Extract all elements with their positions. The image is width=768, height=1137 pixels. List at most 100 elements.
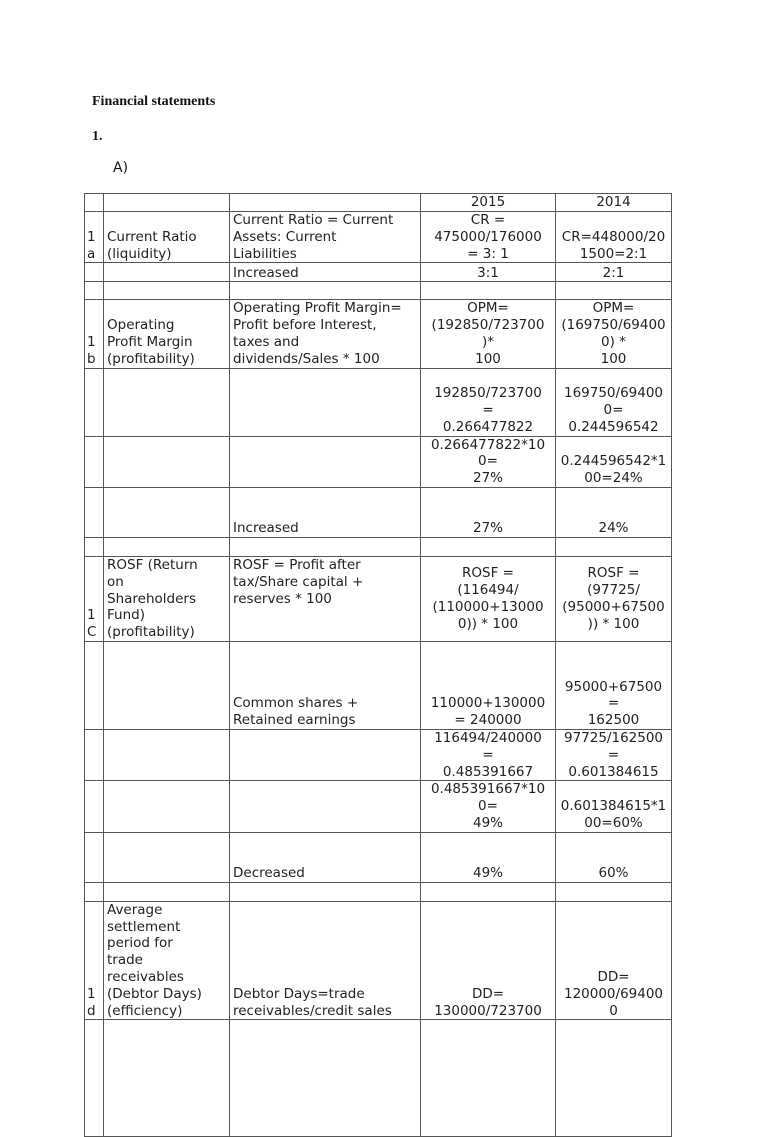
table-row: 1 d Average settlement period for trade r… [84,900,672,1021]
ratio-name-cell [103,640,230,730]
value-2014-cell: 60% [555,831,672,883]
value-2014-cell: DD= 120000/69400 0 [555,900,672,1021]
ratio-name-cell [103,486,230,538]
ratio-name-cell [103,780,230,833]
formula-cell: ROSF = Profit after tax/Share capital + … [229,555,421,642]
table-row [84,881,672,902]
formula-cell: Debtor Days=trade receivables/credit sal… [229,900,421,1021]
ratio-name-cell: Current Ratio (liquidity) [103,210,230,264]
ratio-name-cell [103,728,230,782]
ratio-name-cell [103,536,230,557]
value-2015-cell: 0.266477822*10 0= 27% [420,435,556,488]
value-2015-cell [420,281,556,301]
table-row: 1 b Operating Profit Margin (profitabilit… [84,299,672,369]
item-number-cell [84,281,104,301]
ratio-name-cell [103,262,230,283]
table-row: 0.266477822*10 0= 27% 0.244596542*1 00=24… [84,435,672,488]
value-2014-cell: 97725/162500 = 0.601384615 [555,728,672,782]
value-2014-cell [555,1019,672,1137]
formula-cell: Common shares + Retained earnings [229,640,421,730]
table-row: 192850/723700 = 0.266477822 169750/69400 … [84,367,672,437]
table-row: 1 C ROSF (Return on Shareholders Fund) (p… [84,555,672,642]
value-2014-cell: 2:1 [555,262,672,283]
item-number-cell [84,1019,104,1137]
formula-cell: Increased [229,486,421,538]
formula-cell [229,281,421,301]
value-2014-cell: ROSF = (97725/ (95000+67500 )) * 100 [555,555,672,642]
table-row: 116494/240000 = 0.485391667 97725/162500 … [84,728,672,782]
item-number-cell [84,486,104,538]
value-2014-cell [555,536,672,557]
value-2014-cell: 0.601384615*1 00=60% [555,780,672,833]
value-2015-cell [420,881,556,902]
ratio-table: 2015 2014 1 a Current Ratio (liquidity) Curr… [84,193,672,1137]
ratio-name-cell [103,1019,230,1137]
value-2015-cell: 3:1 [420,262,556,283]
value-2014-cell: 24% [555,486,672,538]
item-number-cell [84,881,104,902]
value-2014-cell: 0.244596542*1 00=24% [555,435,672,488]
formula-cell [229,536,421,557]
value-2015-cell: 27% [420,486,556,538]
table-row: Common shares + Retained earnings 110000+… [84,640,672,730]
ratio-name-cell: Average settlement period for trade rece… [103,900,230,1021]
table-row: 1 a Current Ratio (liquidity) Current Rati… [84,210,672,264]
ratio-name-cell [103,281,230,301]
table-row: 0.485391667*10 0= 49% 0.601384615*1 00=60… [84,780,672,833]
ratio-name-cell [103,367,230,437]
formula-cell [229,1019,421,1137]
table-row [84,281,672,301]
item-number-cell: 1 d [84,900,104,1021]
table-header-row: 2015 2014 [84,193,672,212]
table-row: Decreased 49% 60% [84,831,672,883]
formula-cell [229,435,421,488]
item-number-cell [84,831,104,883]
value-2015-cell: CR = 475000/176000 = 3: 1 [420,210,556,264]
ratio-name-cell: Operating Profit Margin (profitability) [103,299,230,369]
item-number-cell: 1 C [84,555,104,642]
ratio-name-cell [103,831,230,883]
value-2015-cell: 0.485391667*10 0= 49% [420,780,556,833]
value-2014-cell: 169750/69400 0= 0.244596542 [555,367,672,437]
section-number: 1. [92,129,103,144]
formula-cell [229,881,421,902]
formula-cell [229,728,421,782]
item-number-cell [84,780,104,833]
ratio-name-cell [103,193,230,212]
item-number-cell [84,435,104,488]
formula-cell [229,780,421,833]
table-row [84,1019,672,1137]
item-number-cell [84,367,104,437]
value-2015-cell: 110000+130000 = 240000 [420,640,556,730]
value-2015-cell: DD= 130000/723700 [420,900,556,1021]
subsection-label: A) [113,160,129,176]
value-2015-cell [420,1019,556,1137]
value-2015-cell: 2015 [420,193,556,212]
item-number-cell [84,193,104,212]
value-2015-cell: 49% [420,831,556,883]
table-row: Increased 27% 24% [84,486,672,538]
item-number-cell: 1 b [84,299,104,369]
formula-cell: Increased [229,262,421,283]
value-2014-cell [555,881,672,902]
ratio-name-cell [103,435,230,488]
formula-cell [229,367,421,437]
item-number-cell: 1 a [84,210,104,264]
value-2015-cell: ROSF = (116494/ (110000+13000 0)) * 100 [420,555,556,642]
formula-cell [229,193,421,212]
value-2014-cell: 2014 [555,193,672,212]
table-row: Increased 3:1 2:1 [84,262,672,283]
ratio-name-cell [103,881,230,902]
formula-cell: Decreased [229,831,421,883]
value-2014-cell: CR=448000/20 1500=2:1 [555,210,672,264]
formula-cell: Operating Profit Margin= Profit before I… [229,299,421,369]
table-row [84,536,672,557]
ratio-name-cell: ROSF (Return on Shareholders Fund) (prof… [103,555,230,642]
value-2014-cell: 95000+67500 = 162500 [555,640,672,730]
item-number-cell [84,536,104,557]
value-2015-cell [420,536,556,557]
value-2015-cell: 192850/723700 = 0.266477822 [420,367,556,437]
value-2014-cell [555,281,672,301]
value-2015-cell: OPM= (192850/723700 )* 100 [420,299,556,369]
value-2015-cell: 116494/240000 = 0.485391667 [420,728,556,782]
